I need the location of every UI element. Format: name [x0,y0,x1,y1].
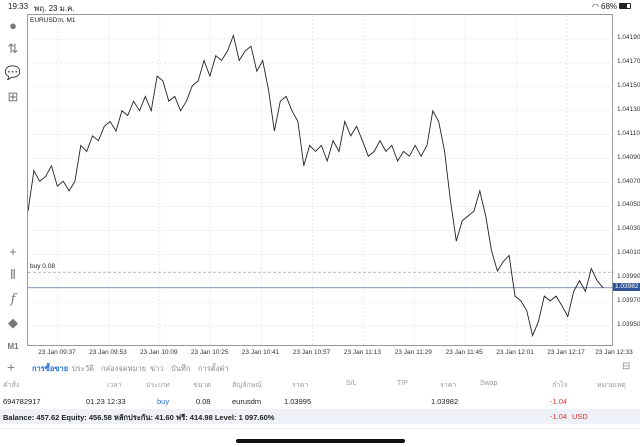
clock: 19:33 [8,2,29,11]
current-price-badge: 1.03982 [613,282,640,291]
chart-type-icon[interactable]: ⫴ [10,267,16,282]
time-tick-label: 23 Jan 10:25 [190,349,229,356]
crosshair-icon[interactable]: + [9,243,17,259]
price-tick-label: 1.04190 [617,34,640,41]
time-tick-label: 23 Jan 10:41 [241,349,280,356]
col-profit: กำไร [552,382,568,389]
tab-settings[interactable]: การตั้งค่า [198,364,229,373]
chat-icon[interactable]: 💬 [4,65,22,80]
wifi-icon: ◠ [592,2,599,11]
col-time: เวลา [107,382,122,389]
price-tick-label: 1.04130 [617,105,640,113]
time-tick-label: 23 Jan 12:33 [595,349,633,356]
price-tick-label: 1.04030 [617,225,640,233]
chart-canvas [28,15,614,347]
price-tick-label: 1.04010 [617,249,640,257]
col-price: ราคา [440,382,457,389]
col-open-price: ราคา [292,382,309,389]
price-tick-label: 1.03990 [617,273,640,281]
order-time: 01.23 12:33 [86,397,126,406]
battery-level: 68% [601,2,618,11]
order-current-price: 1.03982 [431,397,459,406]
time-tick-label: 23 Jan 11:29 [394,349,432,356]
order-id: 694782917 [3,397,41,406]
col-swap: Swap [480,380,498,387]
battery-icon [619,3,631,9]
layout-icon[interactable]: ⊟ [622,361,631,372]
tab-news[interactable]: ข่าว [150,364,164,373]
home-indicator[interactable] [236,439,405,443]
price-tick-label: 1.04170 [617,57,640,65]
price-tick-label: 1.04050 [617,201,640,209]
price-tick-label: 1.04090 [617,153,640,161]
total-profit: -1.04 [550,412,568,421]
chart-symbol-label: EURUSDm, M1 [30,17,76,24]
divider [0,428,640,429]
terminal-tabs: + การซื้อขาย ประวัติ กล่องจดหมาย ข่าว บั… [0,358,640,376]
balance-row: Balance: 457.62 Equity: 456.58 หลักประกั… [0,409,640,424]
balance-text: Balance: 457.62 Equity: 456.58 หลักประกั… [3,413,275,422]
time-tick-label: 23 Jan 09:37 [38,349,76,356]
date: พฤ. 23 ม.ค. [34,4,75,13]
timeframe-button[interactable]: M1 [7,341,19,351]
objects-icon[interactable]: ◆ [8,315,18,330]
price-chart[interactable]: EURUSDm, M1 buy 0.08 [27,14,614,347]
order-line-label: buy 0.08 [30,263,55,271]
add-icon[interactable]: + [7,359,16,375]
price-tick-label: 1.03950 [617,321,640,329]
order-size: 0.08 [196,397,211,406]
col-symbol: สัญลักษณ์ [232,382,262,389]
tab-journal[interactable]: บันทึก [171,364,191,373]
currency: USD [572,412,588,421]
col-order: คำสั่ง [3,382,20,389]
order-profit: -1.04 [550,397,568,406]
col-size: ขนาด [193,382,212,389]
price-tick-label: 1.04150 [617,81,640,89]
col-type: ประเภท [146,382,170,389]
time-tick-label: 23 Jan 11:13 [343,349,381,356]
price-tick-label: 1.03970 [617,297,640,305]
col-comment: หมายเหตุ [597,382,626,389]
time-tick-label: 23 Jan 11:45 [445,349,483,356]
tab-history[interactable]: ประวัติ [72,364,94,373]
price-tick-label: 1.04110 [617,129,640,137]
new-order-icon[interactable]: ⊞ [7,89,19,104]
trade-icon[interactable]: ⇅ [7,41,19,56]
price-series-line [28,33,604,338]
order-type: buy [157,397,170,406]
status-bar: 19:33 พฤ. 23 ม.ค. ◠ 68% [0,0,640,13]
order-open-price: 1.03995 [284,397,312,406]
time-tick-label: 23 Jan 12:17 [547,349,585,356]
account-icon[interactable]: ● [9,17,17,33]
col-tp: T/P [397,380,408,387]
indicators-icon[interactable]: f [10,291,16,307]
order-symbol: eurusdm [232,397,262,406]
time-tick-label: 23 Jan 10:57 [292,349,331,356]
tab-trade[interactable]: การซื้อขาย [32,364,69,373]
price-tick-label: 1.04070 [617,177,640,185]
time-tick-label: 23 Jan 12:01 [496,349,534,356]
time-tick-label: 23 Jan 10:09 [140,349,178,356]
tab-mailbox[interactable]: กล่องจดหมาย [101,364,147,373]
col-sl: S/L [346,380,357,387]
time-tick-label: 23 Jan 09:53 [89,349,127,356]
